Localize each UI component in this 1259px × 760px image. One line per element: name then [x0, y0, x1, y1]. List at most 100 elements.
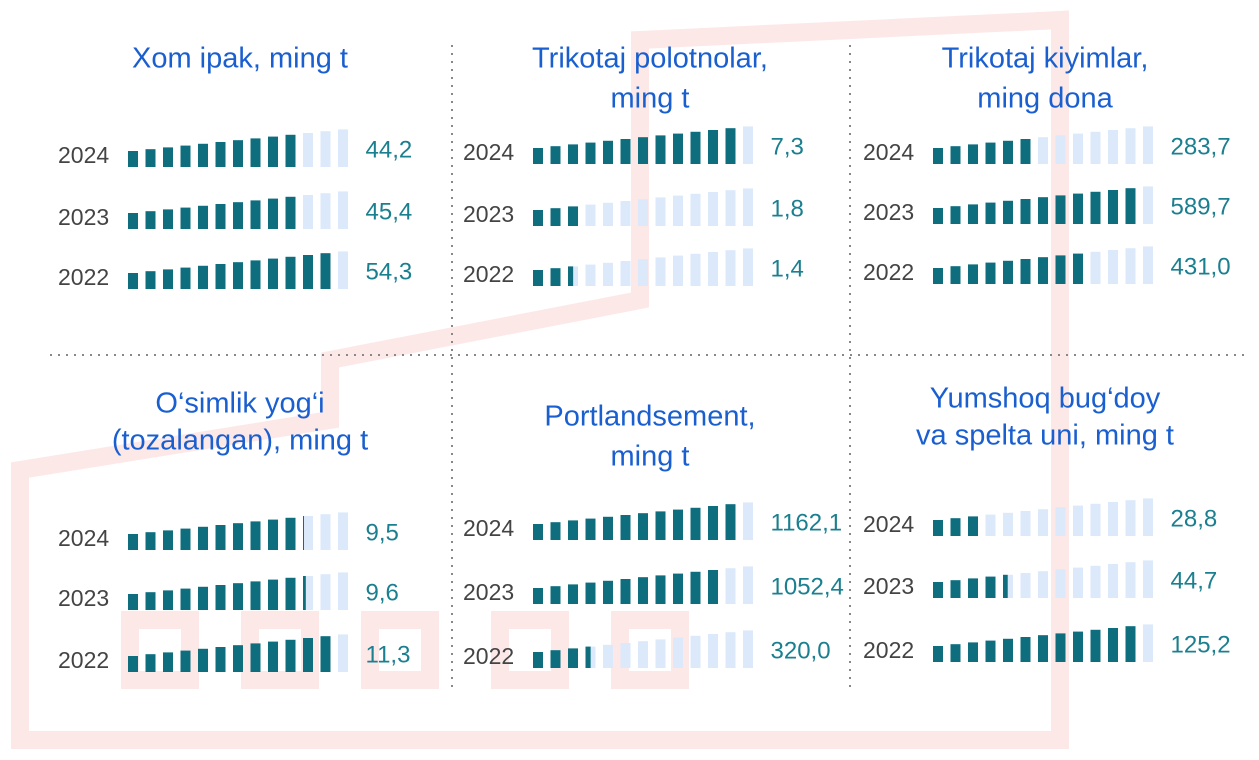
slot — [568, 144, 578, 164]
value-label: 9,6 — [366, 579, 399, 606]
slot — [320, 193, 331, 229]
slot — [985, 202, 996, 224]
window — [491, 611, 569, 689]
slot — [145, 532, 156, 550]
slot — [1003, 574, 1013, 598]
slot — [1003, 260, 1013, 284]
slot — [1073, 193, 1083, 224]
slot — [145, 654, 156, 672]
slot — [638, 259, 648, 286]
slot — [568, 520, 578, 540]
slot — [550, 146, 561, 164]
panel-title: O‘simlik yog‘i — [155, 388, 324, 420]
slot — [303, 195, 313, 229]
slot — [533, 588, 543, 604]
slot — [638, 513, 648, 540]
slot — [638, 577, 648, 604]
slot — [1038, 635, 1048, 662]
slot — [585, 264, 596, 286]
slot — [585, 142, 596, 164]
slot — [268, 258, 278, 289]
slot — [743, 188, 753, 226]
slot — [968, 642, 978, 662]
slot — [743, 126, 753, 164]
slot — [163, 590, 173, 610]
slot — [585, 204, 596, 226]
slot — [1073, 567, 1083, 598]
slot — [533, 210, 543, 226]
slot — [128, 594, 138, 610]
pictogram-bar — [533, 646, 591, 668]
slot — [1090, 191, 1101, 224]
slot — [985, 640, 996, 662]
value-label: 28,8 — [1171, 505, 1218, 532]
pictogram-bar — [533, 504, 736, 540]
slot — [198, 586, 208, 610]
pictogram-bar — [933, 626, 1136, 662]
slot — [568, 584, 578, 604]
slot — [620, 139, 631, 164]
slot — [743, 630, 753, 668]
value-label: 1162,1 — [771, 509, 843, 536]
year-label: 2024 — [863, 511, 914, 537]
slot — [638, 199, 648, 226]
slot — [1125, 248, 1136, 284]
slot — [620, 201, 631, 226]
year-label: 2022 — [463, 261, 514, 287]
slot — [950, 206, 961, 224]
slot — [215, 264, 226, 289]
slot — [568, 206, 578, 226]
slot — [1020, 199, 1031, 224]
pictogram-bar — [933, 139, 1031, 164]
slot — [933, 646, 943, 662]
year-label: 2023 — [463, 201, 514, 227]
slot — [180, 207, 191, 229]
pictogram-bar — [533, 570, 718, 604]
slot — [1143, 560, 1153, 598]
slot — [198, 265, 208, 289]
value-label: 44,2 — [366, 136, 413, 163]
year-label: 2024 — [863, 139, 914, 165]
pictogram-bar — [128, 134, 296, 167]
slot — [743, 502, 753, 540]
panel-title: (tozalangan), ming t — [112, 425, 368, 457]
slot — [968, 516, 978, 536]
slot — [968, 264, 978, 284]
slot — [1090, 503, 1101, 536]
slot — [708, 506, 718, 540]
slot — [198, 143, 208, 167]
slot — [285, 134, 296, 167]
slot — [1003, 200, 1013, 224]
slot — [550, 522, 561, 540]
pictogram-bar — [128, 253, 331, 289]
slot — [950, 580, 961, 598]
value-label: 54,3 — [366, 258, 413, 285]
slot — [550, 650, 561, 668]
slot — [968, 204, 978, 224]
slot — [1038, 257, 1048, 284]
value-label: 9,5 — [366, 519, 399, 546]
slot — [1020, 139, 1031, 164]
slot — [180, 650, 191, 672]
slot — [285, 639, 296, 672]
slot — [1055, 633, 1066, 662]
slot — [1038, 197, 1048, 224]
pictogram-bar — [933, 516, 978, 536]
slot — [1108, 130, 1118, 164]
slot — [215, 142, 226, 167]
value-label: 589,7 — [1171, 193, 1231, 220]
year-label: 2024 — [463, 139, 514, 165]
slot — [338, 191, 348, 229]
value-label: 1,8 — [771, 195, 804, 222]
slot — [320, 514, 331, 550]
slot — [1038, 571, 1048, 598]
slot — [1125, 562, 1136, 598]
slot — [180, 145, 191, 167]
slot — [320, 636, 331, 672]
slot — [933, 148, 943, 164]
pictogram-bar — [128, 636, 331, 672]
window — [121, 611, 199, 689]
slot — [655, 257, 666, 286]
slot — [655, 639, 666, 668]
slot — [1143, 246, 1153, 284]
